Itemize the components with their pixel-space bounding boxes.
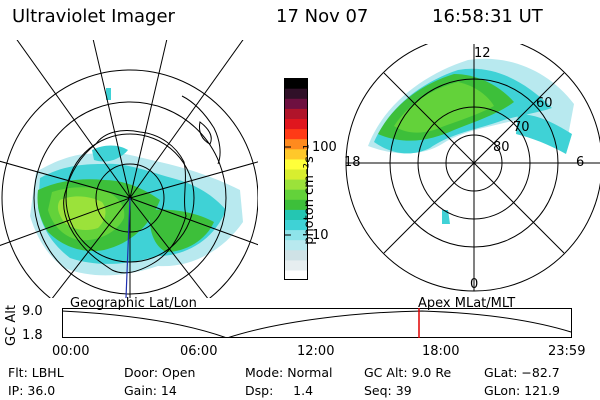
altitude-xtick-2: 12:00 [297, 344, 335, 359]
colorbar-tick-10: 10 [312, 228, 329, 243]
colorbar-band [284, 98, 308, 109]
geo-emission [30, 88, 243, 276]
colorbar-band [284, 108, 308, 119]
colorbar-tick-100: 100 [312, 140, 337, 155]
glon-info: GLon: 121.9 [484, 383, 560, 398]
continent-outline [63, 130, 187, 274]
colorbar-band [284, 88, 308, 99]
header-date: 17 Nov 07 [276, 6, 369, 27]
header-time: 16:58:31 UT [432, 6, 543, 27]
colorbar-band [284, 209, 308, 220]
altitude-ytick-high: 9.0 [22, 304, 43, 319]
geo-grid [0, 40, 258, 298]
colorbar-band [284, 179, 308, 190]
altitude-curve [62, 310, 572, 338]
colorbar-band [284, 168, 308, 180]
gc-alt-info: GC Alt: 9.0 Re [364, 365, 452, 380]
altitude-xtick-4: 23:59 [548, 344, 586, 359]
colorbar-band [284, 128, 308, 140]
left-panel-label: Geographic Lat/Lon [70, 296, 197, 311]
colorbar-band [284, 118, 308, 130]
colorbar-band [284, 269, 308, 280]
colorbar [284, 78, 308, 280]
colorbar-gradient [284, 78, 308, 280]
altitude-xtick-3: 18:00 [422, 344, 460, 359]
altitude-ytick-low: 1.8 [22, 328, 43, 343]
altitude-xtick-1: 06:00 [180, 344, 218, 359]
altitude-axis-label: GC Alt [3, 305, 19, 346]
ip-info: IP: 36.0 [8, 383, 56, 398]
gain-info: Gain: 14 [124, 383, 177, 398]
mlat-label-70: 70 [513, 120, 530, 135]
mlt-label-0: 0 [470, 277, 479, 292]
colorbar-band [284, 138, 308, 150]
app-title: Ultraviolet Imager [12, 6, 175, 27]
magnetic-image [345, 44, 600, 292]
colorbar-band [284, 199, 308, 210]
mlt-label-18: 18 [344, 155, 361, 170]
mlat-label-80: 80 [493, 140, 510, 155]
colorbar-band [284, 239, 308, 251]
altitude-plot [62, 308, 572, 338]
mode-info: Mode: Normal [245, 365, 333, 380]
colorbar-band [284, 259, 308, 271]
colorbar-band [284, 148, 308, 160]
mlat-grid [345, 44, 600, 292]
colorbar-band [284, 158, 308, 170]
dsp-info: Dsp: 1.4 [245, 383, 314, 398]
colorbar-band [284, 249, 308, 261]
colorbar-band [284, 189, 308, 200]
colorbar-unit-label: photon cm⁻²s⁻¹ [301, 144, 317, 245]
colorbar-band [284, 219, 308, 231]
mlt-label-12: 12 [474, 46, 491, 61]
altitude-xtick-0: 00:00 [52, 344, 90, 359]
colorbar-band [284, 78, 308, 89]
filter-info: Flt: LBHL [8, 365, 64, 380]
meridian-marker [125, 197, 131, 298]
geographic-image [0, 40, 258, 298]
mlat-label-60: 60 [536, 96, 553, 111]
right-panel-label: Apex MLat/MLT [418, 296, 516, 311]
mlat-emission [368, 58, 574, 224]
door-info: Door: Open [124, 365, 196, 380]
colorbar-band [284, 229, 308, 241]
seq-info: Seq: 39 [364, 383, 412, 398]
mlt-label-6: 6 [576, 155, 585, 170]
glat-info: GLat: −82.7 [484, 365, 560, 380]
